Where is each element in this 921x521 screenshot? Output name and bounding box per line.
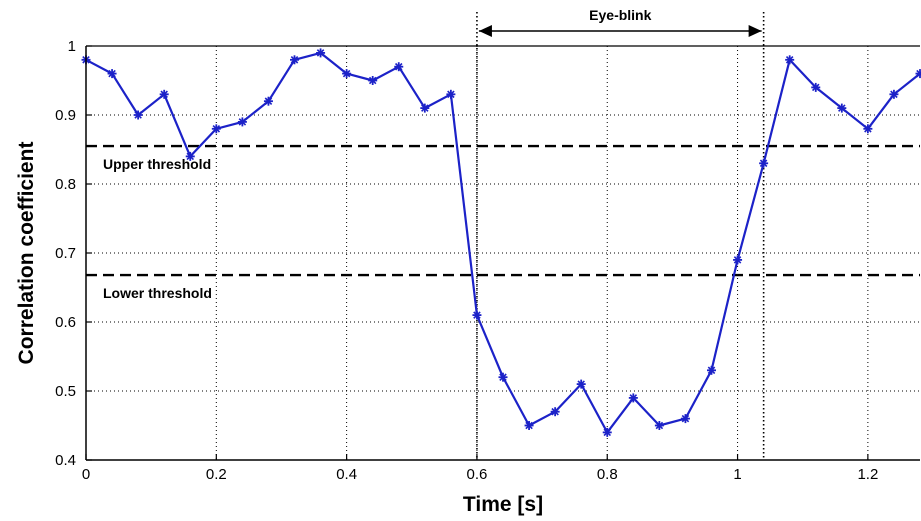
event-label: Eye-blink [589, 7, 651, 23]
data-point [420, 103, 430, 113]
data-point [915, 69, 921, 79]
x-tick-label: 0.8 [597, 466, 618, 483]
data-point [811, 82, 821, 92]
event-annotation: Eye-blink [476, 7, 765, 460]
data-point [263, 96, 273, 106]
x-tick-label: 1.2 [857, 466, 878, 483]
data-point [863, 124, 873, 134]
y-tick-labels: 0.4 0.5 0.6 0.7 0.8 0.9 1 [55, 38, 76, 469]
x-tick-label: 0.6 [467, 466, 488, 483]
data-point [394, 62, 404, 72]
data-point [133, 110, 143, 120]
y-tick-label: 0.4 [55, 452, 76, 469]
event-arrow-left-head [478, 25, 492, 37]
data-point [889, 89, 899, 99]
data-point [342, 69, 352, 79]
data-point [707, 365, 716, 375]
axes-frame [85, 45, 920, 461]
data-point [602, 427, 612, 437]
y-tick-label: 0.9 [55, 107, 76, 124]
data-point [368, 76, 378, 85]
x-tick-label: 1 [733, 466, 741, 483]
threshold-lines: Upper threshold Lower threshold [86, 144, 920, 301]
data-point [785, 55, 795, 65]
y-tick-label: 0.6 [55, 314, 76, 331]
data-point [524, 421, 534, 430]
x-tick-label: 0.4 [336, 466, 357, 483]
threshold-label: Lower threshold [103, 285, 212, 301]
y-tick-label: 0.8 [55, 176, 76, 193]
data-point [498, 372, 508, 382]
x-tick-label: 0.2 [206, 466, 227, 483]
x-axis-label: Time [s] [463, 493, 543, 516]
data-point [576, 379, 586, 389]
data-point [316, 48, 326, 58]
data-point [680, 414, 690, 424]
data-point [237, 117, 247, 127]
data-point [733, 255, 743, 265]
data-point [185, 151, 195, 161]
data-point [159, 89, 169, 99]
data-point [628, 393, 638, 403]
x-tick-label: 0 [82, 466, 90, 483]
data-point [211, 124, 221, 134]
x-tick-labels: 0 0.2 0.4 0.6 0.8 1 1.2 [82, 466, 878, 483]
y-tick-label: 0.5 [55, 383, 76, 400]
data-point [654, 421, 664, 430]
y-axis-label: Correlation coefficient [15, 142, 38, 365]
y-tick-label: 0.7 [55, 245, 76, 262]
data-point [837, 103, 847, 113]
data-point [107, 69, 117, 79]
threshold-label: Upper threshold [103, 156, 211, 172]
data-point [446, 89, 456, 99]
data-point [550, 407, 560, 417]
data-point [290, 55, 299, 65]
data-point [472, 310, 482, 320]
data-point [759, 158, 769, 168]
event-arrow-right-head [748, 25, 762, 37]
y-tick-label: 1 [68, 38, 76, 55]
